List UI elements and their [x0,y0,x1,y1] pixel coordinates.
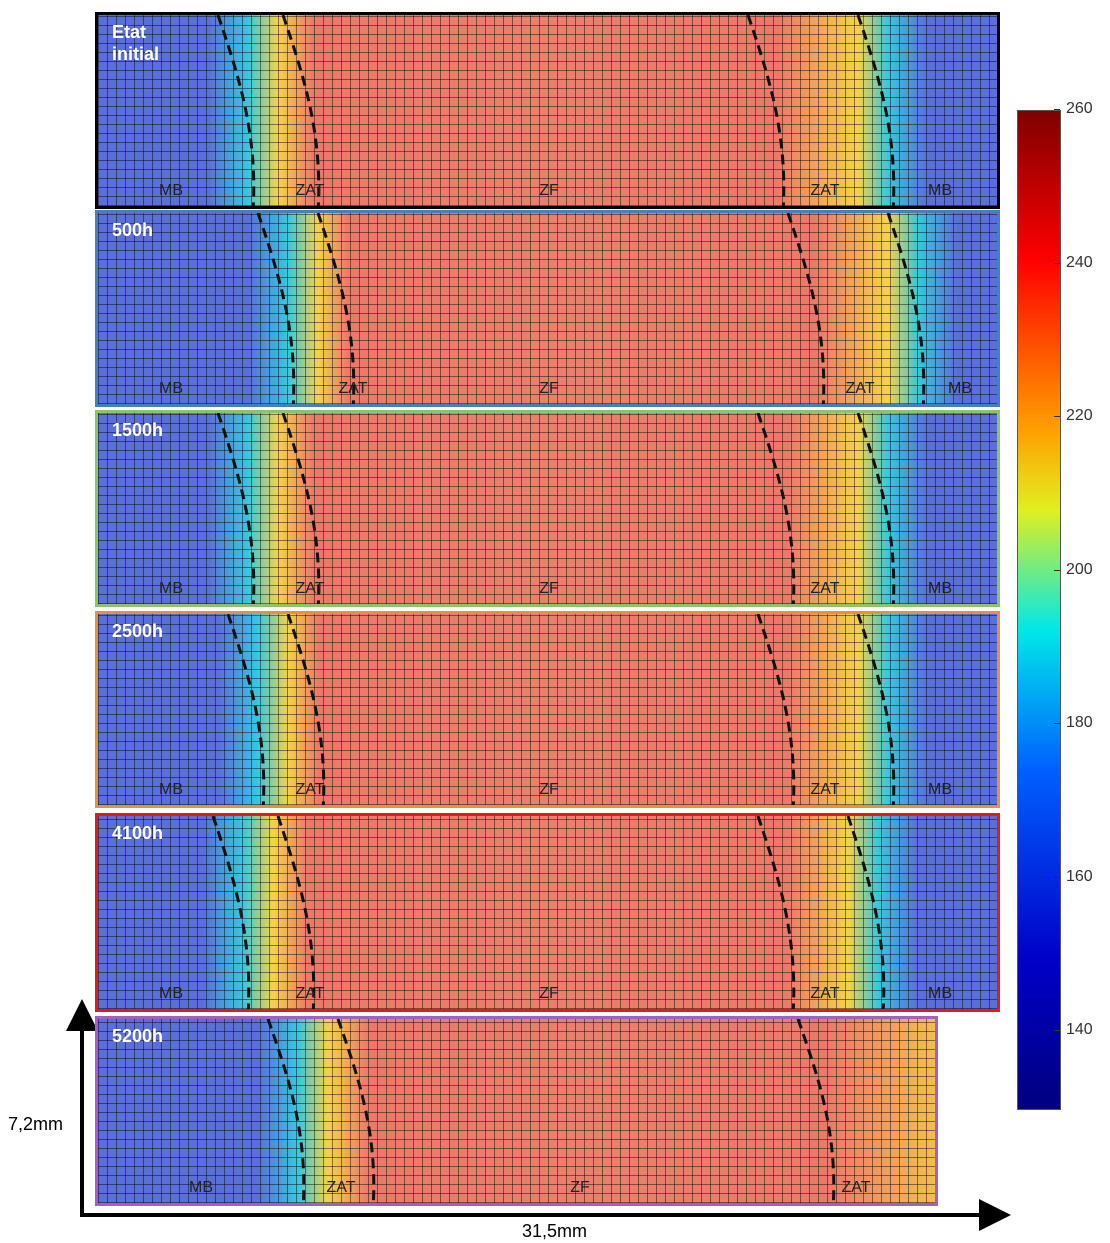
colorbar-tick-label: 240 [1066,253,1093,271]
zone-label: MB [159,781,183,798]
zone-label: ZAT [810,182,840,199]
map-panel: 5200h MB ZAT ZF ZAT [95,1016,938,1206]
boundary [286,614,326,805]
boundary [281,413,321,604]
zone-boundaries [216,413,896,604]
zone-label: MB [159,182,183,199]
boundary [256,213,296,404]
map-panel: Etat initial MB ZAT ZF ZAT MB [95,12,1000,209]
panel-label: Etat initial [112,22,160,64]
zone-label: MB [928,182,952,199]
zone-label: MB [948,380,972,397]
tick-mark [1054,723,1060,725]
boundary [226,614,266,805]
tick-mark [1054,876,1060,878]
boundary [756,816,796,1009]
boundary [216,15,256,206]
boundary [276,816,316,1009]
hardness-map [98,15,997,206]
boundary [316,213,356,404]
panel-label: 5200h [112,1026,164,1046]
zone-label: ZAT [845,380,875,397]
map-panel: 500h MB ZAT ZF ZAT MB [95,210,1000,407]
boundary [336,1019,376,1203]
zone-boundaries [266,1019,836,1203]
zone-boundaries [226,614,896,805]
zone-label: ZF [539,985,559,1002]
boundary [856,413,896,604]
x-label: 31,5mm [522,1221,588,1241]
zone-label: ZAT [810,580,840,597]
hardness-map [98,413,997,604]
zone-label: ZAT [841,1179,871,1196]
boundary [856,15,896,206]
map-panel: 1500h MB ZAT ZF ZAT MB [95,410,1000,607]
boundary [786,213,826,404]
mesh [98,1019,935,1203]
zone-label: MB [159,580,183,597]
boundary [796,1019,836,1203]
zone-label: MB [928,985,952,1002]
colorbar-tick-label: 140 [1066,1021,1093,1039]
zone-label: MB [928,580,952,597]
mesh [98,413,997,604]
boundary [216,413,256,604]
zone-label: ZAT [810,985,840,1002]
zone-label: ZAT [338,380,368,397]
boundary [756,413,796,604]
colorbar [1017,110,1061,1110]
zone-label: MB [159,985,183,1002]
zone-label: ZF [539,781,559,798]
zone-boundaries [256,213,926,404]
zone-label: ZAT [295,985,325,1002]
hardness-map [98,614,997,805]
tick-mark [1054,1030,1060,1032]
boundary [281,15,321,206]
zone-label: MB [159,380,183,397]
zone-label: ZAT [326,1179,356,1196]
tick-mark [1054,416,1060,418]
boundary [886,213,926,404]
zone-label: ZAT [295,580,325,597]
panel-label: 2500h [112,621,164,641]
colorbar-tick-label: 160 [1066,867,1093,885]
boundary [266,1019,306,1203]
colorbar-tick-label: 220 [1066,407,1093,425]
mesh [98,15,997,206]
boundary [846,816,886,1009]
zone-label: ZAT [295,182,325,199]
map-panel: 2500h MB ZAT ZF ZAT MB [95,611,1000,808]
zone-label: ZF [570,1179,590,1196]
tick-mark [1054,109,1060,110]
zone-label: ZAT [810,781,840,798]
boundary [756,614,796,805]
colorbar-tick-label: 180 [1066,714,1093,732]
tick-mark [1054,569,1060,571]
colorbar-tick-label: 260 [1066,100,1093,117]
hardness-map [98,1019,935,1203]
panel-label: 1500h [112,420,164,440]
panel-label: 500h [112,220,154,240]
boundary [856,614,896,805]
boundary [211,816,251,1009]
tick-mark [1054,262,1060,264]
colorbar-tick-label: 200 [1066,560,1093,578]
zone-label: ZF [539,182,559,199]
mesh [98,213,997,404]
zone-label: MB [189,1179,213,1196]
zone-boundaries [211,816,886,1009]
zone-label: ZF [539,380,559,397]
mesh [98,614,997,805]
zone-boundaries [216,15,896,206]
zone-label: MB [928,781,952,798]
map-panel: 4100h MB ZAT ZF ZAT MB [95,813,1000,1012]
boundary [746,15,786,206]
panel-label: 4100h [112,823,164,843]
hardness-map [98,213,997,404]
zone-label: ZAT [295,781,325,798]
y-label: 7,2mm [8,1114,64,1134]
zone-label: ZF [539,580,559,597]
